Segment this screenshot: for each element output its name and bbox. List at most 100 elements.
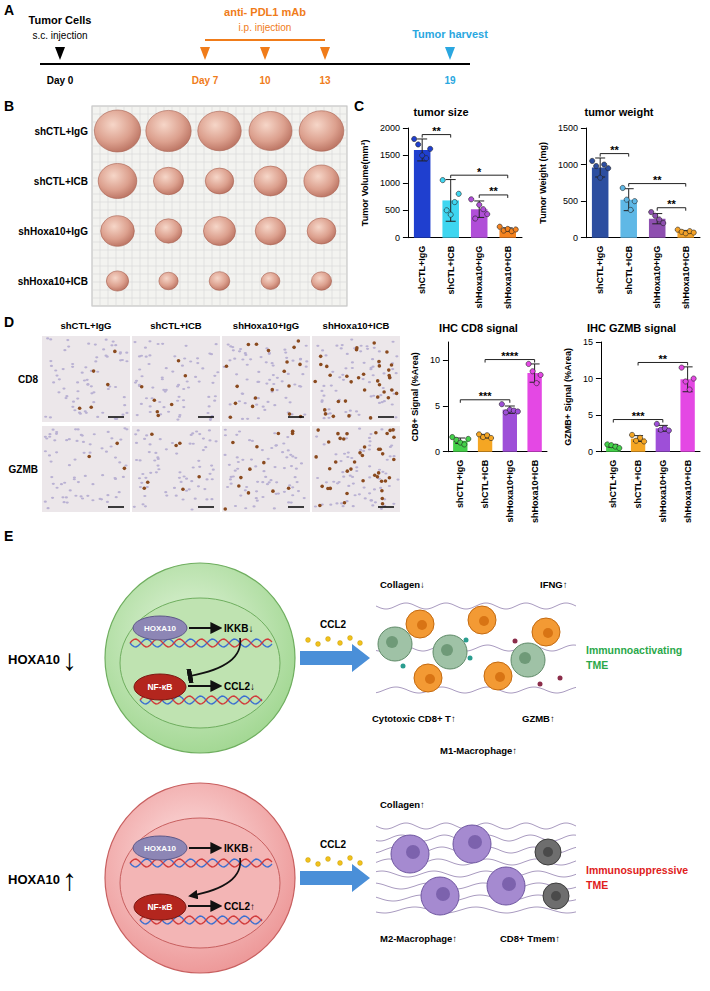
svg-text:**: **	[659, 353, 668, 365]
svg-text:Day 7: Day 7	[192, 75, 219, 86]
svg-text:shCTL+ICB: shCTL+ICB	[150, 320, 202, 331]
svg-text:IKKB↓: IKKB↓	[224, 623, 253, 634]
svg-text:0: 0	[573, 233, 578, 243]
svg-text:GZMB: GZMB	[9, 464, 38, 475]
svg-text:CCL2: CCL2	[320, 619, 347, 630]
svg-text:shCTL+ICB: shCTL+ICB	[480, 459, 490, 508]
svg-text:↓: ↓	[62, 643, 77, 676]
svg-text:TME: TME	[586, 879, 608, 891]
svg-text:IHC CD8 signal: IHC CD8 signal	[439, 322, 518, 334]
svg-text:500: 500	[385, 205, 400, 215]
svg-text:CD8+ Signal (%Area): CD8+ Signal (%Area)	[410, 352, 420, 441]
html-text:B: B	[4, 98, 15, 114]
svg-text:CCL2: CCL2	[320, 839, 347, 850]
svg-text:1500: 1500	[558, 123, 578, 133]
svg-text:shHoxa10+ICB: shHoxa10+ICB	[683, 459, 693, 523]
svg-text:1000: 1000	[558, 160, 578, 170]
svg-text:shHoxa10+IgG: shHoxa10+IgG	[233, 320, 299, 331]
html-text:A: A	[4, 2, 15, 18]
svg-text:19: 19	[444, 75, 456, 86]
svg-text:CD8+ Tmem↑: CD8+ Tmem↑	[500, 933, 560, 944]
svg-text:**: **	[432, 125, 441, 137]
svg-text:HOXA10: HOXA10	[8, 872, 60, 887]
svg-text:shCTL+IgG: shCTL+IgG	[455, 460, 465, 508]
svg-text:Tumor Volume(mm³): Tumor Volume(mm³)	[360, 140, 370, 227]
svg-text:TME: TME	[586, 659, 608, 671]
svg-text:**: **	[653, 174, 662, 186]
svg-text:10: 10	[259, 75, 271, 86]
svg-text:shCTL+IgG: shCTL+IgG	[417, 246, 427, 294]
svg-text:shCTL+IgG: shCTL+IgG	[61, 320, 112, 331]
svg-text:Day 0: Day 0	[47, 75, 74, 86]
svg-text:HOXA10: HOXA10	[144, 624, 177, 633]
svg-text:Collagen↑: Collagen↑	[380, 799, 425, 810]
svg-text:***: ***	[479, 390, 493, 402]
svg-text:10: 10	[583, 374, 593, 384]
svg-text:i.p. injection: i.p. injection	[239, 22, 292, 33]
svg-text:shCTL+ICB: shCTL+ICB	[633, 459, 643, 508]
svg-text:5: 5	[435, 401, 440, 411]
svg-text:Immunosuppressive: Immunosuppressive	[586, 864, 688, 876]
svg-text:1500: 1500	[380, 150, 400, 160]
svg-text:shHoxa10+ICB: shHoxa10+ICB	[681, 245, 691, 309]
svg-text:CCL2↓: CCL2↓	[224, 681, 255, 692]
svg-text:0: 0	[588, 447, 593, 457]
svg-text:shHoxa10+ICB: shHoxa10+ICB	[323, 320, 390, 331]
svg-text:shCTL+ICB: shCTL+ICB	[34, 176, 88, 187]
svg-text:Immunnoactivating: Immunnoactivating	[586, 644, 682, 656]
html-text:C: C	[354, 98, 365, 114]
svg-text:shHoxa10+ICB: shHoxa10+ICB	[530, 459, 540, 523]
svg-text:CCL2↑: CCL2↑	[224, 901, 255, 912]
svg-text:IKKB↑: IKKB↑	[224, 843, 253, 854]
svg-text:NF-κB: NF-κB	[147, 682, 172, 692]
svg-text:2000: 2000	[380, 123, 400, 133]
svg-text:Collagen↓: Collagen↓	[380, 579, 425, 590]
svg-text:15: 15	[583, 337, 593, 347]
svg-text:**: **	[610, 144, 619, 156]
svg-text:GZMB+ Signal (%Area): GZMB+ Signal (%Area)	[563, 348, 573, 446]
svg-text:**: **	[489, 185, 498, 197]
svg-text:anti- PDL1 mAb: anti- PDL1 mAb	[224, 6, 306, 18]
svg-text:tumor size: tumor size	[413, 106, 468, 118]
svg-text:10: 10	[430, 355, 440, 365]
html-text:D: D	[4, 314, 15, 330]
svg-text:Tumor Cells: Tumor Cells	[29, 14, 92, 26]
svg-text:0: 0	[395, 233, 400, 243]
svg-text:↑: ↑	[62, 863, 77, 896]
svg-text:s.c. injection: s.c. injection	[32, 30, 87, 41]
svg-text:shCTL+ICB: shCTL+ICB	[624, 245, 634, 294]
svg-text:tumor weight: tumor weight	[584, 106, 653, 118]
svg-text:Tumor Weight (mg): Tumor Weight (mg)	[538, 142, 548, 224]
svg-text:**: **	[667, 198, 676, 210]
svg-text:500: 500	[563, 196, 578, 206]
svg-text:M2-Macrophage↑: M2-Macrophage↑	[380, 933, 457, 944]
svg-text:1000: 1000	[380, 178, 400, 188]
svg-text:5: 5	[588, 410, 593, 420]
svg-text:shCTL+IgG: shCTL+IgG	[608, 460, 618, 508]
svg-text:HOXA10: HOXA10	[144, 844, 177, 853]
svg-text:CD8: CD8	[18, 374, 38, 385]
svg-text:****: ****	[501, 350, 519, 362]
svg-text:shCTL+IgG: shCTL+IgG	[595, 246, 605, 294]
svg-text:NF-κB: NF-κB	[147, 902, 172, 912]
svg-text:shHoxa10+IgG: shHoxa10+IgG	[474, 246, 484, 309]
svg-text:shHoxa10+IgG: shHoxa10+IgG	[652, 246, 662, 309]
svg-text:shHoxa10+ICB: shHoxa10+ICB	[18, 276, 88, 287]
svg-text:Tumor harvest: Tumor harvest	[412, 28, 488, 40]
svg-text:shCTL+IgG: shCTL+IgG	[34, 126, 88, 137]
svg-text:shHoxa10+IgG: shHoxa10+IgG	[658, 460, 668, 523]
svg-text:IHC GZMB signal: IHC GZMB signal	[587, 322, 676, 334]
svg-text:shHoxa10+IgG: shHoxa10+IgG	[505, 460, 515, 523]
svg-text:*: *	[477, 166, 482, 178]
svg-text:13: 13	[319, 75, 331, 86]
svg-text:M1-Macrophage↑: M1-Macrophage↑	[440, 745, 517, 756]
svg-text:shHoxa10+ICB: shHoxa10+ICB	[503, 245, 513, 309]
svg-text:HOXA10: HOXA10	[8, 652, 60, 667]
svg-text:0: 0	[435, 447, 440, 457]
svg-text:GZMB↑: GZMB↑	[522, 713, 555, 724]
svg-text:***: ***	[632, 410, 646, 422]
svg-text:IFNG↑: IFNG↑	[540, 579, 567, 590]
svg-text:Cytotoxic CD8+ T↑: Cytotoxic CD8+ T↑	[372, 713, 456, 724]
svg-text:shHoxa10+IgG: shHoxa10+IgG	[18, 226, 88, 237]
svg-text:shCTL+ICB: shCTL+ICB	[446, 245, 456, 294]
